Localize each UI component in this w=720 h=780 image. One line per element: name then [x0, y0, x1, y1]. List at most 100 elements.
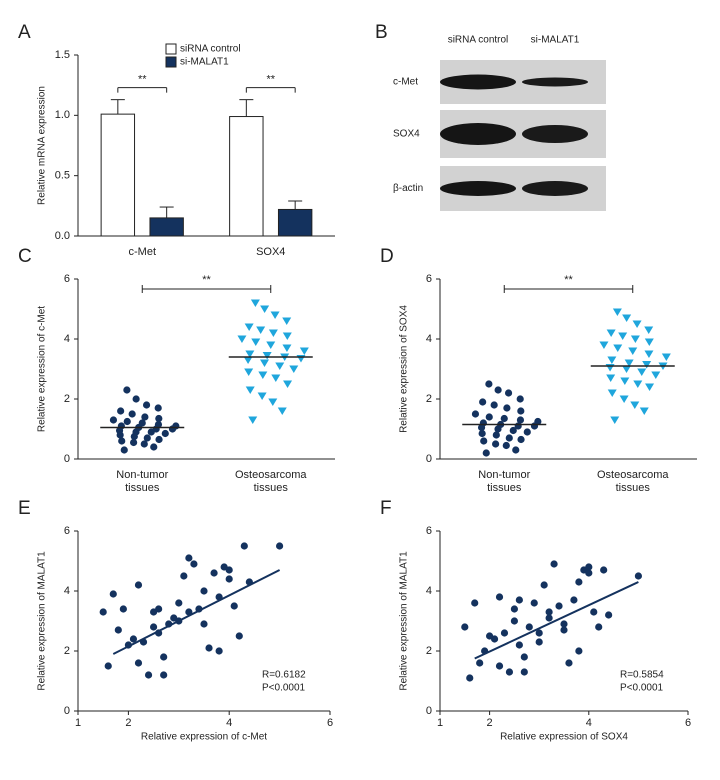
dot: [277, 407, 287, 415]
dot: [250, 299, 260, 307]
stat-annotation: P<0.0001: [620, 683, 664, 694]
dot: [155, 414, 163, 423]
significance: **: [564, 274, 573, 286]
panel-letter: A: [18, 22, 31, 43]
y-tick-label: 0.5: [55, 170, 70, 182]
dot: [260, 305, 270, 313]
point: [520, 668, 528, 676]
blot-row: β-actin: [393, 183, 423, 194]
stat-annotation: R=0.5854: [620, 670, 664, 681]
point: [560, 620, 568, 628]
y-tick-label: 1.0: [55, 109, 70, 121]
dot: [109, 416, 118, 424]
dot: [482, 449, 490, 457]
dot: [492, 440, 500, 448]
point: [109, 590, 117, 598]
point: [225, 566, 233, 574]
point: [180, 572, 188, 580]
point: [155, 605, 163, 613]
dot: [123, 386, 131, 394]
y-tick-label: 0.0: [55, 230, 70, 242]
x-tick-label: 1: [75, 717, 81, 729]
dot: [651, 371, 661, 379]
x-tick-label: Osteosarcoma tissues: [235, 469, 307, 494]
dot: [262, 352, 272, 360]
point: [595, 623, 603, 631]
dot: [172, 422, 180, 430]
significance: **: [202, 274, 211, 286]
point: [160, 653, 168, 661]
panel-letter: F: [380, 498, 392, 519]
point: [185, 554, 193, 562]
dot: [237, 335, 247, 343]
dot: [296, 355, 306, 363]
dot: [271, 374, 281, 382]
dot: [606, 329, 616, 337]
legend-swatch: [165, 43, 177, 55]
point: [134, 659, 143, 667]
y-tick-label: 2: [426, 645, 432, 657]
y-axis-label: Relative expression of SOX4: [399, 305, 410, 433]
point: [471, 599, 479, 607]
dot: [607, 389, 617, 397]
dot: [479, 419, 487, 427]
point: [500, 629, 509, 637]
point: [190, 560, 198, 568]
point: [175, 599, 183, 607]
point: [535, 638, 543, 646]
y-axis-label: Relative expression of MALAT1: [399, 551, 410, 691]
point: [215, 647, 223, 655]
dot: [632, 320, 642, 328]
point: [545, 614, 553, 622]
y-tick-label: 4: [64, 333, 70, 345]
point: [515, 641, 523, 649]
fit-line: [112, 569, 281, 655]
y-tick-label: 6: [64, 273, 70, 285]
dot: [630, 401, 640, 409]
point: [505, 668, 514, 676]
blot-row: c-Met: [393, 77, 418, 88]
dot: [644, 350, 654, 358]
x-tick-label: 1: [437, 717, 443, 729]
point: [495, 662, 504, 670]
stat-annotation: P<0.0001: [262, 683, 306, 694]
y-tick-label: 2: [426, 393, 432, 405]
point: [510, 605, 518, 613]
dot: [266, 341, 276, 349]
point: [240, 542, 248, 550]
point: [235, 632, 243, 640]
x-tick-label: Non-tumor tissues: [116, 469, 168, 494]
point: [570, 596, 578, 604]
point: [129, 635, 138, 643]
point: [590, 608, 598, 616]
panel-letter: E: [18, 498, 31, 519]
dot: [245, 350, 255, 358]
blot-row: SOX4: [393, 129, 420, 140]
y-tick-label: 4: [64, 585, 70, 597]
y-tick-label: 0: [426, 453, 432, 465]
point: [520, 653, 528, 661]
point: [230, 602, 238, 610]
dot: [132, 395, 140, 403]
dot: [503, 404, 511, 412]
dot: [492, 431, 500, 439]
point: [575, 647, 583, 655]
x-tick-label: 6: [327, 717, 333, 729]
dot: [509, 426, 517, 435]
point: [486, 632, 494, 640]
y-tick-label: 6: [64, 525, 70, 537]
y-tick-label: 4: [426, 333, 432, 345]
bar: [277, 208, 313, 237]
point: [114, 626, 122, 634]
dot: [504, 389, 513, 397]
dot: [516, 416, 525, 424]
dot: [248, 416, 258, 424]
x-tick-label: SOX4: [256, 246, 285, 258]
bar: [229, 116, 264, 237]
point: [560, 626, 568, 634]
dot: [142, 401, 151, 409]
point: [525, 623, 533, 631]
dot: [607, 356, 617, 364]
point: [545, 608, 553, 616]
dot: [260, 359, 270, 367]
